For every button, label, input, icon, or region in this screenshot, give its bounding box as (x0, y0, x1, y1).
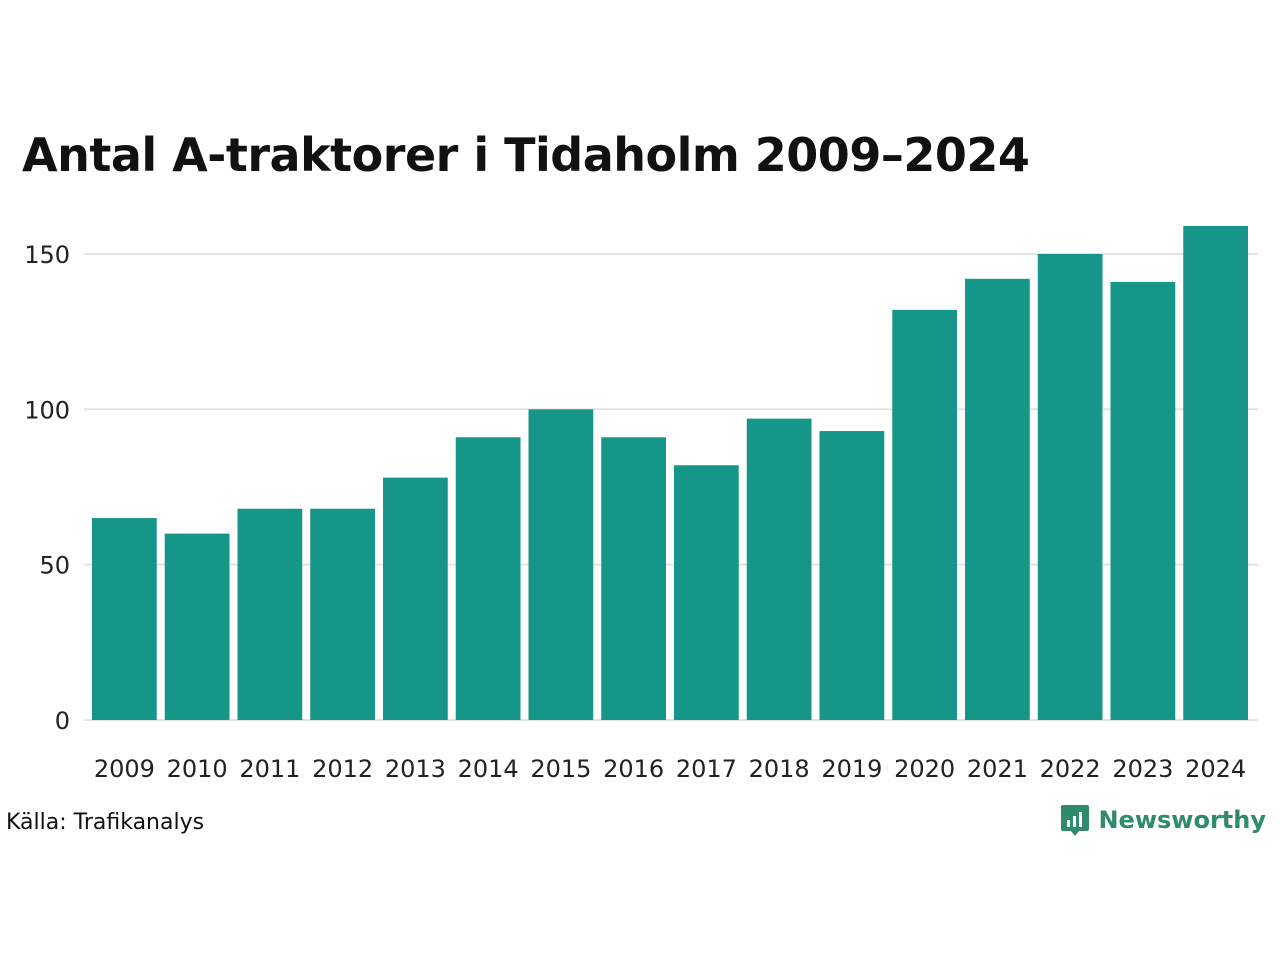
x-tick-label: 2022 (1040, 755, 1101, 783)
newsworthy-logo[interactable]: Newsworthy (1060, 803, 1266, 837)
bar-2009 (92, 518, 157, 720)
x-tick-label: 2010 (167, 755, 228, 783)
y-axis-tick-labels: 0 50 100 150 (24, 241, 70, 735)
x-tick-label: 2011 (239, 755, 300, 783)
bar-2012 (310, 508, 375, 720)
y-tick-label: 0 (55, 707, 70, 735)
x-tick-label: 2019 (821, 755, 882, 783)
x-tick-label: 2020 (894, 755, 955, 783)
x-tick-label: 2015 (530, 755, 591, 783)
bar-2019 (819, 431, 885, 720)
bar-2013 (383, 477, 448, 720)
y-tick-label: 100 (24, 396, 70, 424)
x-tick-label: 2018 (749, 755, 810, 783)
x-axis-tick-labels: 2009 2010 2011 2012 2013 2014 2015 2016 2017 2018… (94, 755, 1246, 783)
bar-2011 (237, 508, 303, 720)
bar-2015 (528, 409, 594, 720)
x-tick-label: 2017 (676, 755, 737, 783)
x-tick-label: 2013 (385, 755, 446, 783)
bar-2023 (1110, 281, 1176, 720)
bar-2022 (1037, 253, 1103, 720)
bar-2017 (674, 465, 739, 720)
bar-2018 (746, 418, 812, 720)
bar-2010 (164, 533, 230, 720)
bar-2014 (455, 437, 521, 720)
x-tick-label: 2021 (967, 755, 1028, 783)
source-note: Källa: Trafikanalys (6, 810, 205, 835)
brand-name: Newsworthy (1098, 806, 1266, 834)
y-tick-label: 150 (24, 241, 70, 269)
x-tick-label: 2023 (1112, 755, 1173, 783)
bar-2021 (965, 278, 1030, 720)
y-tick-label: 50 (39, 552, 70, 580)
bar-2016 (601, 437, 666, 720)
x-tick-label: 2014 (458, 755, 519, 783)
bar-2020 (892, 309, 957, 720)
x-tick-label: 2024 (1185, 755, 1246, 783)
chart-title: Antal A-traktorer i Tidaholm 2009–2024 (22, 128, 1030, 182)
x-tick-label: 2012 (312, 755, 373, 783)
x-tick-label: 2016 (603, 755, 664, 783)
x-tick-label: 2009 (94, 755, 155, 783)
newsworthy-logo-icon (1061, 805, 1090, 836)
bars (92, 226, 1248, 720)
bar-2024 (1183, 226, 1248, 720)
